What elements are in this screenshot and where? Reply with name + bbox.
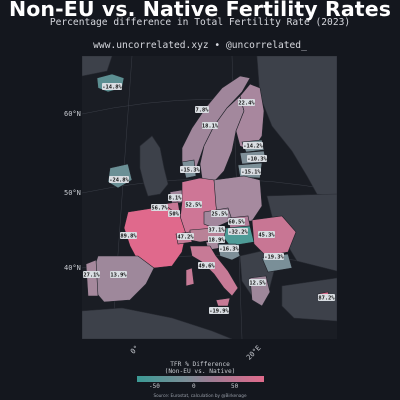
badge-latvia: -10.3%	[247, 155, 267, 162]
svg-text:22.4%: 22.4%	[238, 100, 255, 106]
badge-portugal: 27.1%	[83, 271, 100, 278]
svg-text:89.8%: 89.8%	[120, 233, 137, 239]
svg-text:52.5%: 52.5%	[185, 202, 202, 208]
badge-cyprus: 87.2%	[318, 294, 335, 301]
svg-text:-15.3%: -15.3%	[180, 167, 200, 173]
lat-label-50: 50°N	[64, 189, 81, 197]
uk-shape	[139, 135, 169, 197]
badge-croatia: -16.3%	[219, 245, 239, 252]
badge-lithuania: -15.1%	[241, 168, 261, 175]
svg-text:50%: 50%	[169, 211, 179, 217]
russia-shape	[256, 56, 337, 197]
badge-belgium: 56.7%	[151, 204, 168, 211]
sweden-region	[199, 95, 245, 185]
badge-greece: 12.5%	[249, 279, 266, 286]
badge-finland: 22.4%	[238, 99, 255, 106]
svg-text:13.9%: 13.9%	[110, 272, 127, 278]
svg-text:-14.8%: -14.8%	[102, 84, 122, 90]
svg-text:47.2%: 47.2%	[177, 234, 194, 240]
sardinia-region	[185, 267, 195, 287]
badge-bulgaria: -19.3%	[264, 253, 284, 260]
page-subtitle: Percentage difference in Total Fertility…	[49, 17, 351, 28]
region-badges: -14.8% 7.8% 18.1% 22.4% -14.2% -10.3% -1…	[83, 83, 335, 314]
legend-tick-neg50: -50	[149, 383, 160, 390]
badge-switzerland: 47.2%	[177, 233, 194, 240]
source-note: Source: Eurostat, calculation by @Birken…	[153, 393, 247, 398]
badge-hungary: -32.2%	[228, 228, 248, 235]
badge-czechia: 25.5%	[211, 210, 228, 217]
turkey-shape	[281, 277, 337, 322]
legend-title-line2: (Non-EU vs. Native)	[164, 368, 236, 376]
svg-text:87.2%: 87.2%	[318, 295, 335, 301]
badge-sweden: 18.1%	[202, 122, 219, 129]
lon-label-0: 0°	[129, 344, 141, 356]
svg-text:37.1%: 37.1%	[208, 227, 225, 233]
svg-text:8.1%: 8.1%	[169, 195, 183, 201]
non-eu-land	[82, 56, 337, 339]
badge-luxembourg: 50%	[168, 210, 180, 217]
badge-iceland: -14.8%	[102, 83, 122, 90]
svg-text:27.1%: 27.1%	[83, 272, 100, 278]
svg-text:-32.2%: -32.2%	[228, 229, 248, 235]
north-africa-shape	[82, 307, 233, 339]
credit-line: www.uncorrelated.xyz • @uncorrelated_	[93, 40, 307, 51]
legend-title-line1: TFR % Difference	[170, 361, 230, 368]
legend-tick-50: 50	[231, 383, 239, 390]
svg-text:-19.9%: -19.9%	[209, 308, 229, 314]
svg-text:-15.1%: -15.1%	[241, 169, 261, 175]
svg-text:25.5%: 25.5%	[211, 211, 228, 217]
badge-malta: -19.9%	[209, 307, 229, 314]
svg-text:18.9%: 18.9%	[208, 237, 225, 243]
badge-netherlands: 8.1%	[168, 194, 182, 201]
badge-italy: 49.6%	[198, 262, 215, 269]
svg-text:-24.8%: -24.8%	[109, 177, 129, 183]
svg-text:56.7%: 56.7%	[151, 205, 168, 211]
lat-label-60: 60°N	[64, 110, 81, 118]
ukraine-shape	[266, 193, 337, 272]
svg-text:12.5%: 12.5%	[249, 280, 266, 286]
badge-germany: 52.5%	[185, 201, 202, 208]
lat-label-40: 40°N	[64, 264, 81, 272]
sicily-region	[215, 297, 231, 307]
badge-france: 89.8%	[120, 232, 137, 239]
svg-text:-19.3%: -19.3%	[264, 254, 284, 260]
badge-denmark: -15.3%	[180, 166, 200, 173]
svg-text:49.6%: 49.6%	[198, 263, 215, 269]
svg-text:-14.2%: -14.2%	[243, 143, 263, 149]
legend-colorbar	[137, 376, 264, 382]
badge-norway: 7.8%	[195, 106, 209, 113]
legend-title: TFR % Difference (Non-EU vs. Native)	[0, 361, 400, 376]
badge-austria: 37.1%	[208, 226, 225, 233]
badge-ireland: -24.8%	[109, 176, 129, 183]
italy-region	[189, 245, 239, 297]
svg-text:-10.3%: -10.3%	[247, 156, 267, 162]
badge-spain: 13.9%	[110, 271, 127, 278]
svg-text:45.3%: 45.3%	[258, 232, 275, 238]
badge-romania: 45.3%	[258, 231, 275, 238]
badge-slovenia: 18.9%	[208, 236, 225, 243]
lon-label-20e: 20°E	[245, 344, 263, 362]
legend-tick-0: 0	[192, 383, 196, 390]
europe-map: -14.8% 7.8% 18.1% 22.4% -14.2% -10.3% -1…	[82, 56, 337, 339]
badge-slovakia: 60.5%	[228, 218, 245, 225]
svg-text:18.1%: 18.1%	[202, 123, 219, 129]
svg-text:-16.3%: -16.3%	[219, 246, 239, 252]
svg-text:7.8%: 7.8%	[196, 107, 210, 113]
badge-estonia: -14.2%	[243, 142, 263, 149]
page-title: Non-EU vs. Native Fertility Rates	[8, 0, 392, 21]
svg-text:60.5%: 60.5%	[228, 219, 245, 225]
